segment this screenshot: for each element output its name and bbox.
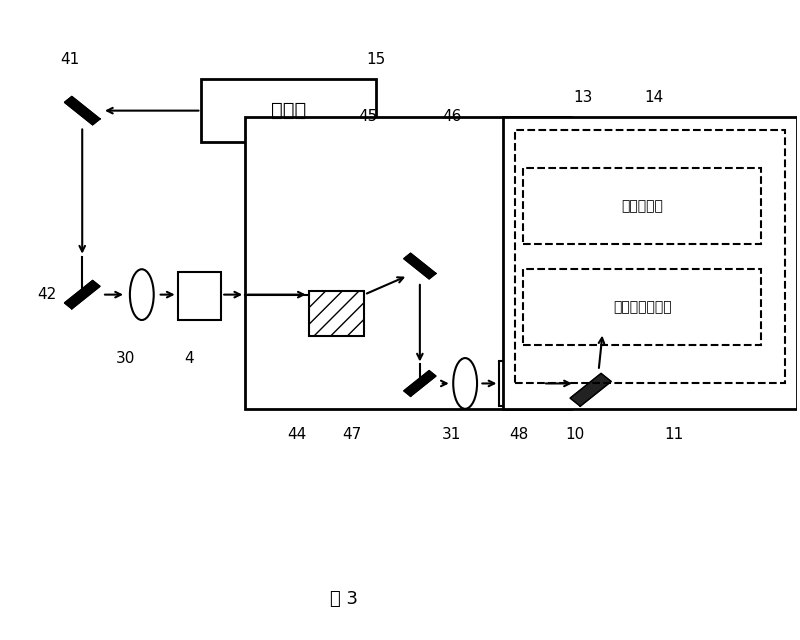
Bar xyxy=(499,361,543,406)
Bar xyxy=(309,291,364,336)
Text: 31: 31 xyxy=(442,427,462,442)
Text: 48: 48 xyxy=(510,427,529,442)
Text: 4: 4 xyxy=(185,351,194,365)
Text: 44: 44 xyxy=(287,427,306,442)
Bar xyxy=(178,273,222,320)
Text: 13: 13 xyxy=(573,90,593,106)
Bar xyxy=(245,117,571,409)
Text: 电子能量分析器: 电子能量分析器 xyxy=(613,300,672,314)
Bar xyxy=(202,79,376,142)
Polygon shape xyxy=(404,371,436,396)
Bar xyxy=(503,117,798,409)
Text: 10: 10 xyxy=(565,427,585,442)
Text: 15: 15 xyxy=(366,52,386,67)
Text: 47: 47 xyxy=(342,427,362,442)
Text: 30: 30 xyxy=(116,351,136,365)
Text: 图 3: 图 3 xyxy=(330,590,358,608)
Text: 激光器: 激光器 xyxy=(271,101,306,120)
Text: 41: 41 xyxy=(61,52,80,67)
Text: 45: 45 xyxy=(358,109,378,124)
Text: 42: 42 xyxy=(37,287,56,302)
Bar xyxy=(523,168,762,244)
Polygon shape xyxy=(65,280,100,308)
Polygon shape xyxy=(65,97,100,125)
Polygon shape xyxy=(404,253,436,279)
Text: 14: 14 xyxy=(645,90,664,106)
Text: 11: 11 xyxy=(665,427,684,442)
Bar xyxy=(515,130,786,383)
Polygon shape xyxy=(570,373,611,406)
Text: 白旋探测器: 白旋探测器 xyxy=(622,199,663,213)
Bar xyxy=(523,269,762,346)
Text: 46: 46 xyxy=(442,109,462,124)
